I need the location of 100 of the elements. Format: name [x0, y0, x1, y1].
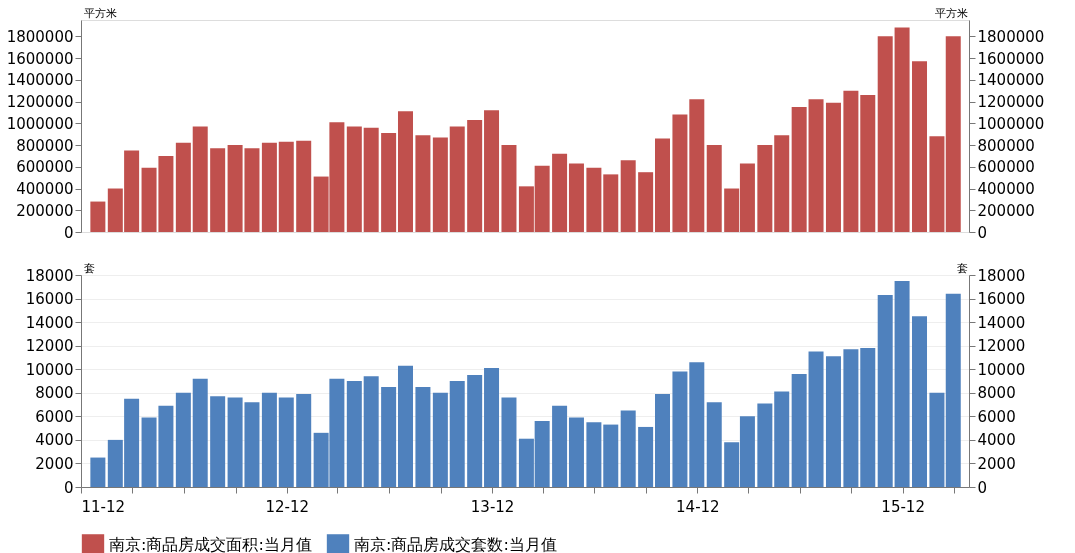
- bar: [278, 141, 294, 232]
- y2-tick-label: 4000: [977, 431, 1016, 450]
- bar: [363, 376, 379, 487]
- y2-tick-label: 18000: [977, 266, 1026, 285]
- bar: [210, 148, 226, 232]
- y-tick-label: 12000: [25, 337, 74, 356]
- bar: [449, 381, 465, 487]
- bar: [825, 102, 841, 232]
- bar: [706, 402, 722, 487]
- bar: [432, 137, 448, 232]
- bar: [791, 373, 807, 487]
- bar: [929, 136, 945, 232]
- y2-tick-label: 1600000: [977, 49, 1045, 68]
- bar: [552, 153, 568, 232]
- bar: [603, 174, 619, 232]
- bar: [808, 99, 824, 232]
- bar: [261, 142, 277, 232]
- bar: [192, 126, 208, 232]
- bar: [175, 142, 191, 232]
- y-axis-title: 平方米: [83, 6, 117, 20]
- y-tick-label: 200000: [16, 201, 74, 220]
- y2-tick-label: 16000: [977, 290, 1026, 309]
- bar: [774, 391, 790, 487]
- bar: [912, 61, 928, 232]
- y2-tick-label: 600000: [977, 158, 1035, 177]
- y-tick-label: 6000: [35, 407, 74, 426]
- bar: [655, 393, 670, 487]
- bar: [945, 36, 961, 232]
- y2-tick-label: 10000: [977, 360, 1026, 379]
- bar: [467, 120, 483, 232]
- y-tick-label: 14000: [25, 313, 74, 332]
- bar: [467, 375, 483, 487]
- y2-tick-label: 2000: [977, 454, 1016, 473]
- bar: [672, 371, 688, 487]
- bar: [415, 386, 431, 487]
- y2-axis-title: 平方米: [934, 6, 968, 20]
- y2-tick-label: 14000: [977, 313, 1026, 332]
- bar: [210, 396, 226, 487]
- bar: [774, 135, 790, 232]
- bar: [90, 457, 106, 487]
- bar: [501, 397, 517, 487]
- y-tick-label: 16000: [25, 290, 74, 309]
- bar: [90, 201, 106, 232]
- bar: [346, 381, 362, 487]
- y2-tick-label: 200000: [977, 201, 1035, 220]
- bar: [501, 145, 517, 232]
- y2-tick-label: 1800000: [977, 27, 1045, 46]
- y2-tick-label: 1400000: [977, 71, 1045, 90]
- y-tick-label: 4000: [35, 431, 74, 450]
- bar: [397, 111, 413, 232]
- bar: [877, 36, 893, 232]
- bar: [568, 163, 584, 232]
- bar: [484, 110, 500, 232]
- y-tick-label: 0: [63, 223, 74, 242]
- bar: [860, 348, 876, 487]
- bar: [706, 145, 722, 232]
- bar: [843, 90, 859, 232]
- y2-tick-label: 0: [977, 478, 988, 497]
- bar: [278, 397, 294, 487]
- bar: [620, 160, 636, 232]
- bar: [175, 392, 191, 487]
- bar: [843, 349, 859, 487]
- bar: [381, 133, 397, 232]
- x-tick-label: 15-12: [881, 497, 925, 516]
- y-tick-label: 800000: [16, 136, 74, 155]
- x-tick-label: 12-12: [265, 497, 310, 516]
- y-tick-label: 0: [63, 478, 74, 497]
- x-tick-label: 14-12: [676, 497, 720, 516]
- y-tick-label: 1000000: [6, 114, 74, 133]
- bar: [296, 140, 312, 232]
- y2-tick-label: 8000: [977, 384, 1016, 403]
- bar: [484, 368, 500, 487]
- y2-tick-label: 800000: [977, 136, 1035, 155]
- x-tick-label: 11-12: [81, 497, 126, 516]
- y2-tick-label: 6000: [977, 407, 1016, 426]
- y-tick-label: 2000: [35, 454, 74, 473]
- y2-tick-label: 0: [977, 223, 988, 242]
- legend-label: 南京:商品房成交面积:当月值: [109, 535, 312, 553]
- bar: [568, 417, 584, 487]
- bar: [586, 167, 602, 232]
- bar: [363, 127, 379, 232]
- y2-tick-label: 1200000: [977, 93, 1045, 112]
- x-tick-label: 13-12: [470, 497, 515, 516]
- bar: [689, 362, 705, 487]
- bar: [877, 295, 893, 487]
- bar: [757, 145, 773, 232]
- bar: [586, 422, 602, 487]
- bar: [449, 126, 465, 232]
- bar: [432, 392, 448, 487]
- bar: [791, 106, 807, 232]
- bar: [638, 426, 654, 487]
- bar: [894, 280, 910, 487]
- y-tick-label: 1400000: [6, 71, 74, 90]
- y-tick-label: 10000: [25, 360, 74, 379]
- y-tick-label: 1800000: [6, 27, 74, 46]
- bar: [620, 410, 636, 487]
- bar: [415, 135, 431, 232]
- legend-label: 南京:商品房成交套数:当月值: [354, 535, 557, 553]
- bar: [655, 138, 670, 232]
- y2-tick-label: 12000: [977, 337, 1026, 356]
